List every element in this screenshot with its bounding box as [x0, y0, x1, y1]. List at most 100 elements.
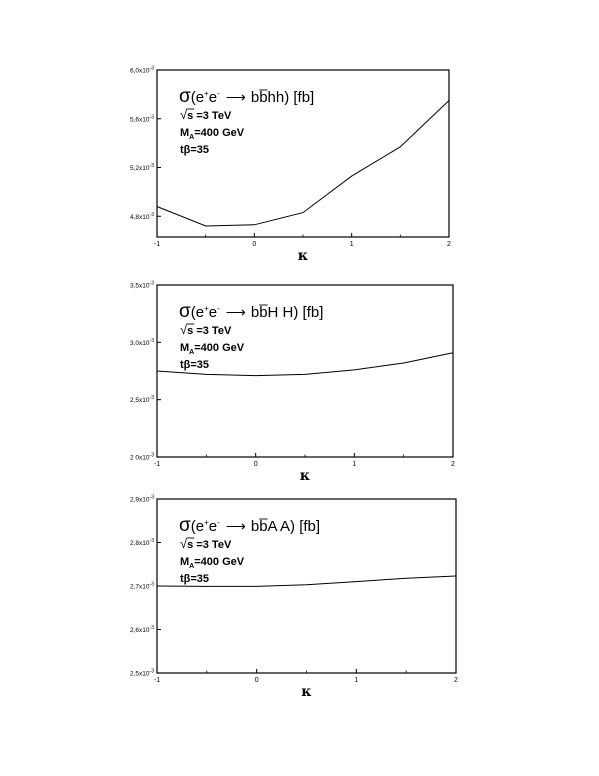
- chart-panel-3: 2,5x10-3 2,6x10-3 2,7x10-3 2,8x10-3 2,9x10-3…: [130, 495, 458, 701]
- title-sup: -: [217, 304, 220, 313]
- title-sup: +: [204, 89, 209, 98]
- x-tick-label: 1: [350, 241, 354, 248]
- annotation-text: =3 TeV: [193, 325, 232, 337]
- annotation-text: =400 GeV: [194, 342, 245, 354]
- annotation-text: s: [187, 539, 193, 551]
- y-tick-exponent: -3: [150, 212, 155, 218]
- sigma-symbol: σ: [179, 301, 191, 322]
- y-tick-exponent: -3: [150, 395, 155, 401]
- chart-title: σ(e+e- ⟶ bbA A) [fb]: [179, 515, 320, 536]
- title-sup: +: [204, 304, 209, 313]
- annotation-tanbeta: tβ=35: [180, 144, 209, 156]
- y-tick-label: 2,7x10-3: [130, 582, 154, 591]
- annotation-sub: A: [189, 349, 194, 356]
- title-text-bbar: b: [259, 89, 267, 106]
- title-text: hh) [fb]: [268, 89, 315, 106]
- chart-title: σ(e+e- ⟶ bbhh) [fb]: [179, 86, 314, 107]
- annotation-text: =400 GeV: [194, 556, 245, 568]
- title-sup: -: [217, 89, 220, 98]
- y-tick-exponent: -3: [150, 163, 155, 169]
- sigma-symbol: σ: [179, 515, 191, 536]
- y-tick-exponent: -3: [150, 495, 155, 501]
- title-text: H H) [fb]: [268, 304, 324, 321]
- series-line: [156, 575, 457, 587]
- title-sup: +: [204, 518, 209, 527]
- arrow-symbol: ⟶: [226, 304, 246, 320]
- title-text: e: [209, 518, 217, 535]
- y-tick-label: 2 0x10-3: [130, 453, 154, 462]
- title-text: b: [251, 89, 259, 106]
- annotation-text: M: [180, 342, 189, 354]
- chart-panel-1: 4,8x10-3 5,2x10-3 5,6x10-3 6,0x10-3 -1 0 1 2 κ σ(…: [130, 66, 451, 265]
- y-tick-label: 3,5x10-3: [130, 281, 154, 290]
- title-text-bbar: b: [259, 518, 267, 535]
- annotation-sub: A: [189, 563, 194, 570]
- y-tick-label: 2,8x10-3: [130, 538, 154, 547]
- x-axis-label: κ: [301, 684, 312, 700]
- annotation-text: =400 GeV: [194, 127, 245, 139]
- x-tick-label: 0: [252, 241, 256, 248]
- x-axis-label: κ: [300, 468, 311, 484]
- sqrt-symbol: √: [180, 107, 188, 122]
- y-tick-exponent: -3: [150, 669, 155, 675]
- title-text: A A) [fb]: [268, 518, 321, 535]
- chart-panel-2: 2 0x10-3 2,5x10-3 3,0x10-3 3,5x10-3 -1 0 1 2 κ σ(…: [130, 281, 455, 485]
- y-tick-exponent: -3: [150, 338, 155, 344]
- annotation-mass: MA=400 GeV: [180, 127, 245, 141]
- y-tick-exponent: -3: [150, 281, 155, 287]
- y-tick-exponent: -3: [150, 66, 155, 72]
- annotation-mass: MA=400 GeV: [180, 556, 245, 570]
- x-tick-label: 0: [255, 677, 259, 684]
- annotation-tanbeta: tβ=35: [180, 573, 209, 585]
- x-axis-label: κ: [298, 248, 309, 264]
- annotation-text: =3 TeV: [193, 110, 232, 122]
- x-tick-label: 2: [454, 677, 458, 684]
- annotation-tanbeta: tβ=35: [180, 359, 209, 371]
- y-tick-exponent: -3: [150, 114, 155, 120]
- y-tick-exponent: -3: [150, 625, 155, 631]
- x-tick-label: 1: [354, 677, 358, 684]
- arrow-symbol: ⟶: [226, 89, 246, 105]
- x-tick-label: 1: [352, 461, 356, 468]
- y-tick-label: 2,5x10-3: [130, 669, 154, 678]
- y-tick-label: 5,6x10-3: [130, 114, 154, 123]
- annotation-mass: MA=400 GeV: [180, 342, 245, 356]
- annotation-text: s: [187, 110, 193, 122]
- title-text: (e: [191, 304, 204, 321]
- x-tick-label: -1: [154, 677, 160, 684]
- y-tick-label: 2,9x10-3: [130, 495, 154, 504]
- series-line: [156, 352, 454, 377]
- title-text: (e: [191, 518, 204, 535]
- y-tick-exponent: -3: [150, 453, 155, 459]
- arrow-symbol: ⟶: [226, 518, 246, 534]
- y-tick-label: 2,5x10-3: [130, 395, 154, 404]
- title-text: b: [251, 518, 259, 535]
- y-tick-exponent: -3: [150, 538, 155, 544]
- title-text: e: [209, 89, 217, 106]
- x-tick-label: -1: [154, 241, 160, 248]
- x-tick-label: 0: [254, 461, 258, 468]
- y-tick-label: 5,2x10-3: [130, 163, 154, 172]
- series-line: [156, 100, 450, 227]
- annotation-text: M: [180, 556, 189, 568]
- title-text: e: [209, 304, 217, 321]
- sqrt-symbol: √: [180, 322, 188, 337]
- y-tick-label: 3,0x10-3: [130, 338, 154, 347]
- x-tick-label: 2: [447, 241, 451, 248]
- x-tick-label: -1: [154, 461, 160, 468]
- y-tick-exponent: -3: [150, 582, 155, 588]
- annotation-energy: √s =3 TeV: [180, 536, 232, 551]
- x-tick-label: 2: [451, 461, 455, 468]
- title-sup: -: [217, 518, 220, 527]
- title-text: (e: [191, 89, 204, 106]
- y-tick-label: 2,6x10-3: [130, 625, 154, 634]
- title-text: b: [251, 304, 259, 321]
- annotation-text: =3 TeV: [193, 539, 232, 551]
- annotation-energy: √s =3 TeV: [180, 107, 232, 122]
- y-tick-label: 6,0x10-3: [130, 66, 154, 75]
- annotation-text: M: [180, 127, 189, 139]
- annotation-sub: A: [189, 134, 194, 141]
- sigma-symbol: σ: [179, 86, 191, 107]
- annotation-text: s: [187, 325, 193, 337]
